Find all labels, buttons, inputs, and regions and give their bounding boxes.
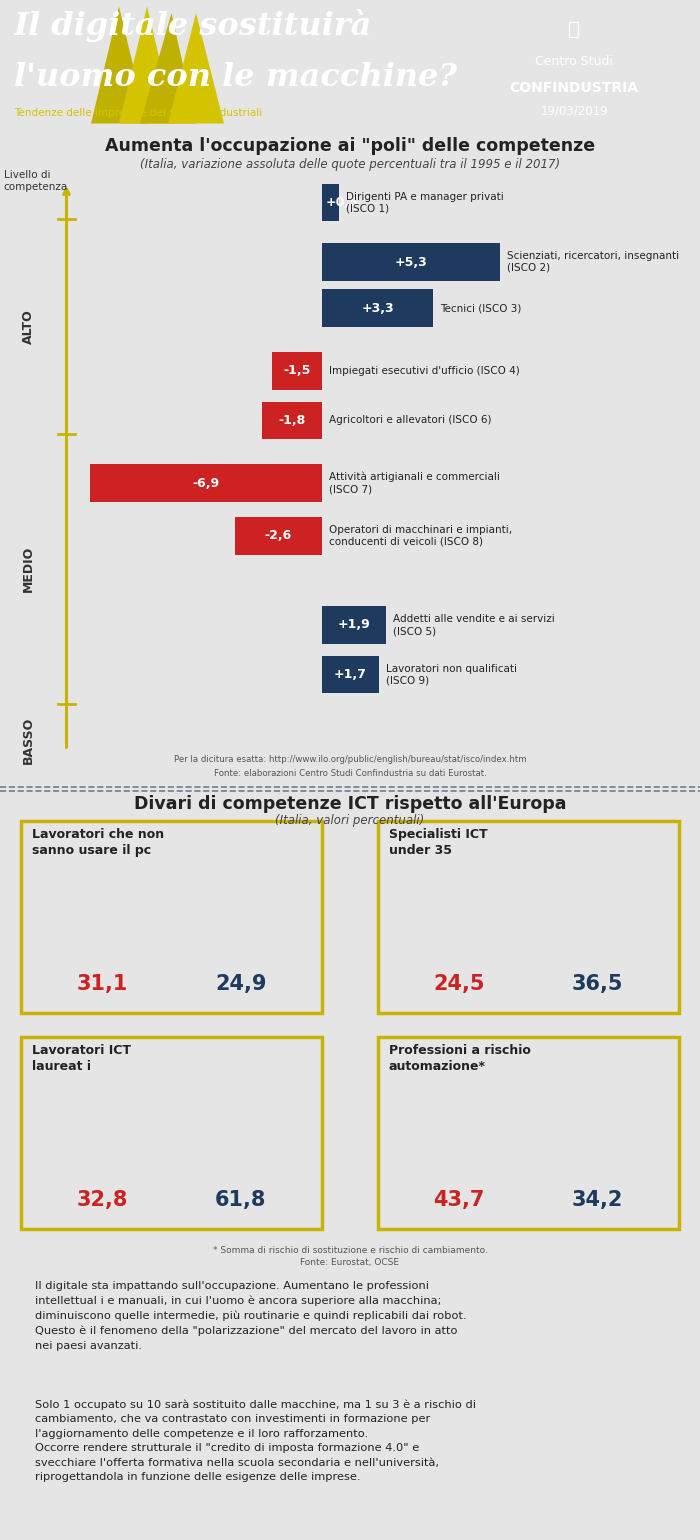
Polygon shape [140,12,196,123]
Text: CONFINDUSTRIA: CONFINDUSTRIA [510,80,638,94]
Text: Operatori di macchinari e impianti,
conducenti di veicoli (ISCO 8): Operatori di macchinari e impianti, cond… [329,525,512,547]
Text: Per la dicitura esatta: http://www.ilo.org/public/english/bureau/stat/isco/index: Per la dicitura esatta: http://www.ilo.o… [174,755,526,764]
Text: Il digitale sostituirà: Il digitale sostituirà [14,9,372,42]
Bar [322,183,339,222]
Text: ALTO: ALTO [22,310,34,343]
Bar [272,353,322,390]
Text: +1,7: +1,7 [334,668,367,681]
Polygon shape [119,6,175,123]
Text: +0,5: +0,5 [326,196,358,209]
Text: Dirigenti PA e manager privati
(ISCO 1): Dirigenti PA e manager privati (ISCO 1) [346,191,503,214]
Text: -1,8: -1,8 [278,414,305,427]
Text: -2,6: -2,6 [265,530,292,542]
Text: +1,9: +1,9 [337,619,370,631]
Text: 61,8: 61,8 [215,1190,267,1210]
Text: Tecnici (ISCO 3): Tecnici (ISCO 3) [440,303,522,313]
Text: (Italia, variazione assoluta delle quote percentuali tra il 1995 e il 2017): (Italia, variazione assoluta delle quote… [140,157,560,171]
Text: Agricoltori e allevatori (ISCO 6): Agricoltori e allevatori (ISCO 6) [329,416,491,425]
Text: Il digitale sta impattando sull'occupazione. Aumentano le professioni
intellettu: Il digitale sta impattando sull'occupazi… [35,1281,467,1351]
Bar [322,290,433,326]
Text: Scienziati, ricercatori, insegnanti
(ISCO 2): Scienziati, ricercatori, insegnanti (ISC… [507,251,679,273]
FancyBboxPatch shape [21,821,322,1013]
Bar [90,464,322,502]
Text: Lavoratori ICT
laureat i: Lavoratori ICT laureat i [32,1044,130,1073]
Bar [234,517,322,554]
Text: 31,1: 31,1 [76,973,128,993]
Polygon shape [91,6,147,123]
FancyBboxPatch shape [21,1038,322,1229]
Text: MEDIO: MEDIO [22,545,34,591]
Text: Solo 1 occupato su 10 sarà sostituito dalle macchine, ma 1 su 3 è a rischio di
c: Solo 1 occupato su 10 sarà sostituito da… [35,1400,476,1481]
Text: 36,5: 36,5 [572,973,624,993]
Text: Impiegati esecutivi d'ufficio (ISCO 4): Impiegati esecutivi d'ufficio (ISCO 4) [329,367,519,376]
Text: +5,3: +5,3 [395,256,428,268]
Text: Livello di
competenza: Livello di competenza [4,169,68,192]
Text: Lavoratori non qualificati
(ISCO 9): Lavoratori non qualificati (ISCO 9) [386,664,517,685]
Text: * Somma di rischio di sostituzione e rischio di cambiamento.
Fonte: Eurostat, OC: * Somma di rischio di sostituzione e ris… [213,1246,487,1267]
Text: Centro Studi: Centro Studi [535,54,613,68]
Bar [322,607,386,644]
Text: Specialisti ICT
under 35: Specialisti ICT under 35 [389,829,487,858]
Polygon shape [168,12,224,123]
Text: (Italia, valori percentuali): (Italia, valori percentuali) [275,815,425,827]
Bar [322,656,379,693]
Text: -1,5: -1,5 [283,365,311,377]
Text: Lavoratori che non
sanno usare il pc: Lavoratori che non sanno usare il pc [32,829,164,858]
Text: Aumenta l'occupazione ai "poli" delle competenze: Aumenta l'occupazione ai "poli" delle co… [105,137,595,154]
Text: 🦅: 🦅 [568,20,580,38]
Text: Fonte: elaborazioni Centro Studi Confindustria su dati Eurostat.: Fonte: elaborazioni Centro Studi Confind… [214,768,486,778]
Text: Divari di competenze ICT rispetto all'Europa: Divari di competenze ICT rispetto all'Eu… [134,795,566,813]
Text: 43,7: 43,7 [433,1190,485,1210]
FancyBboxPatch shape [378,1038,679,1229]
Text: +3,3: +3,3 [361,302,394,314]
FancyBboxPatch shape [378,821,679,1013]
Text: 24,5: 24,5 [433,973,485,993]
Text: Professioni a rischio
automazione*: Professioni a rischio automazione* [389,1044,531,1073]
Bar [262,402,322,439]
Bar [322,243,500,280]
Text: BASSO: BASSO [22,718,34,764]
Text: 32,8: 32,8 [76,1190,128,1210]
Text: Addetti alle vendite e ai servizi
(ISCO 5): Addetti alle vendite e ai servizi (ISCO … [393,614,554,636]
Text: l'uomo con le macchine?: l'uomo con le macchine? [14,63,457,94]
Text: -6,9: -6,9 [193,476,220,490]
Text: 24,9: 24,9 [215,973,267,993]
Text: Attività artigianali e commerciali
(ISCO 7): Attività artigianali e commerciali (ISCO… [329,471,500,494]
Text: 19/03/2019: 19/03/2019 [540,105,608,117]
Text: 34,2: 34,2 [572,1190,624,1210]
Text: Tendenze delle imprese e dei sistemi industriali: Tendenze delle imprese e dei sistemi ind… [14,108,262,119]
